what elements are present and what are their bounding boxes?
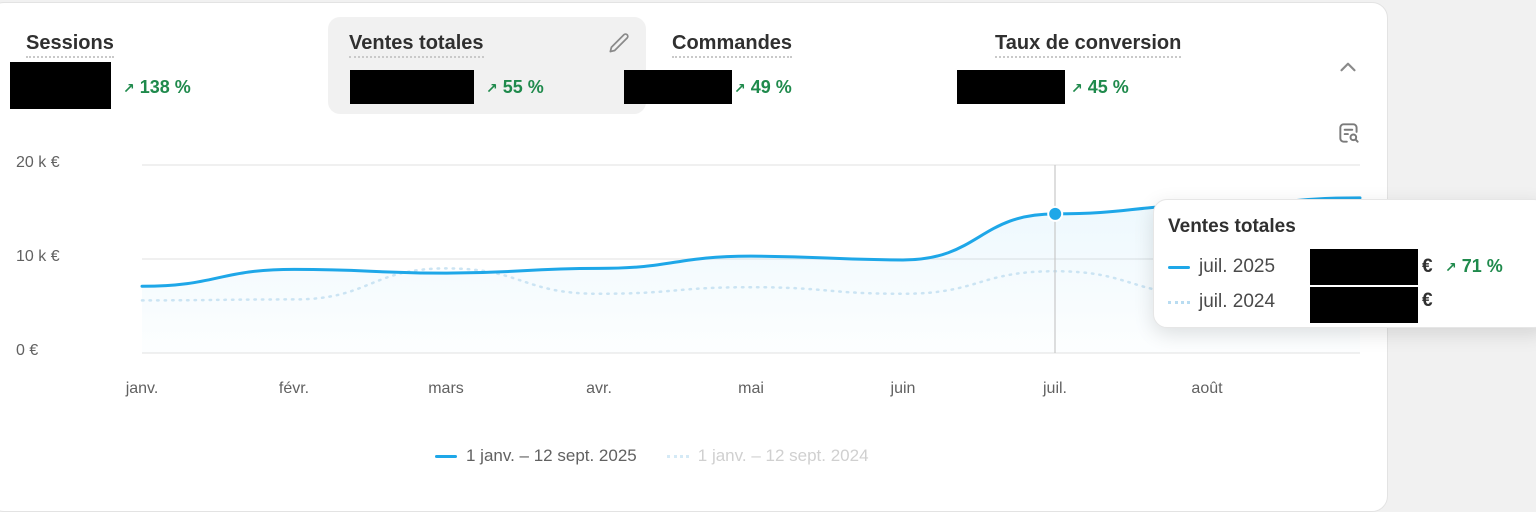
metric-delta: ↗ 138 % [123, 77, 191, 97]
x-tick-label: mai [738, 380, 764, 397]
line-chart[interactable] [0, 0, 1536, 497]
metric-title[interactable]: Sessions [26, 32, 114, 58]
metric-value-redacted [957, 70, 1065, 104]
series-2024-line [140, 267, 1362, 302]
arrow-up-right-icon: ↗ [734, 80, 746, 96]
x-tick-label: juil. [1042, 380, 1068, 397]
tooltip-row-current: juil. 2025 [1168, 252, 1275, 282]
metric-title[interactable]: Commandes [672, 32, 793, 58]
chart-tooltip: Ventes totales juil. 2025 € ↗ 71 % juil. … [1153, 199, 1536, 328]
y-tick-label: 0 € [16, 342, 39, 359]
tooltip-delta: ↗ 71 % [1445, 256, 1503, 276]
metric-value-redacted [10, 62, 111, 109]
x-tick-label: mars [428, 380, 464, 397]
metric-title[interactable]: Ventes totales [349, 32, 484, 58]
pencil-icon[interactable] [606, 31, 632, 57]
metric-title[interactable]: Taux de conversion [995, 32, 1182, 58]
arrow-up-right-icon: ↗ [1071, 80, 1083, 96]
y-tick-label: 10 k € [16, 248, 60, 265]
tooltip-currency: € [1422, 256, 1433, 277]
metric-delta: ↗ 55 % [486, 77, 544, 97]
x-tick-label: juin [890, 380, 916, 397]
tooltip-row-previous: juil. 2024 [1168, 287, 1275, 317]
solid-line-swatch-icon [435, 454, 457, 458]
metric-tile-ventes-totales[interactable]: Ventes totales ↗ 55 % [328, 17, 646, 114]
x-tick-label: janv. [125, 380, 159, 397]
tooltip-value-redacted [1310, 249, 1418, 285]
tooltip-title: Ventes totales [1168, 216, 1296, 237]
report-search-icon[interactable] [1336, 120, 1362, 146]
tooltip-currency: € [1422, 290, 1433, 311]
arrow-up-right-icon: ↗ [486, 80, 498, 96]
solid-line-swatch-icon [1168, 265, 1190, 269]
x-tick-label: août [1191, 380, 1223, 397]
legend-item-2025[interactable]: 1 janv. – 12 sept. 2025 [435, 446, 637, 466]
metric-tile-sessions[interactable]: Sessions ↗ 138 % [10, 17, 310, 114]
series-2025-line [140, 196, 1362, 288]
metric-delta: ↗ 49 % [734, 77, 792, 97]
metric-tile-taux-de-conversion[interactable]: Taux de conversion ↗ 45 % [956, 17, 1276, 114]
dotted-line-swatch-icon [666, 454, 689, 458]
chevron-up-icon[interactable] [1335, 54, 1361, 80]
y-tick-label: 20 k € [16, 154, 60, 171]
legend-item-2024[interactable]: 1 janv. – 12 sept. 2024 [666, 446, 869, 466]
dotted-line-swatch-icon [1168, 300, 1190, 304]
arrow-up-right-icon: ↗ [1445, 259, 1457, 275]
metric-delta: ↗ 45 % [1071, 77, 1129, 97]
x-tick-label: avr. [586, 380, 612, 397]
x-tick-label: févr. [278, 380, 310, 397]
metric-value-redacted [350, 70, 474, 104]
chart-legend: 1 janv. – 12 sept. 2025 1 janv. – 12 sep… [435, 446, 899, 466]
arrow-up-right-icon: ↗ [123, 80, 135, 96]
tooltip-value-redacted [1310, 287, 1418, 323]
metric-tile-commandes[interactable]: Commandes ↗ 49 % [624, 17, 944, 114]
metric-value-redacted [624, 70, 732, 104]
hover-point[interactable] [1047, 205, 1064, 222]
